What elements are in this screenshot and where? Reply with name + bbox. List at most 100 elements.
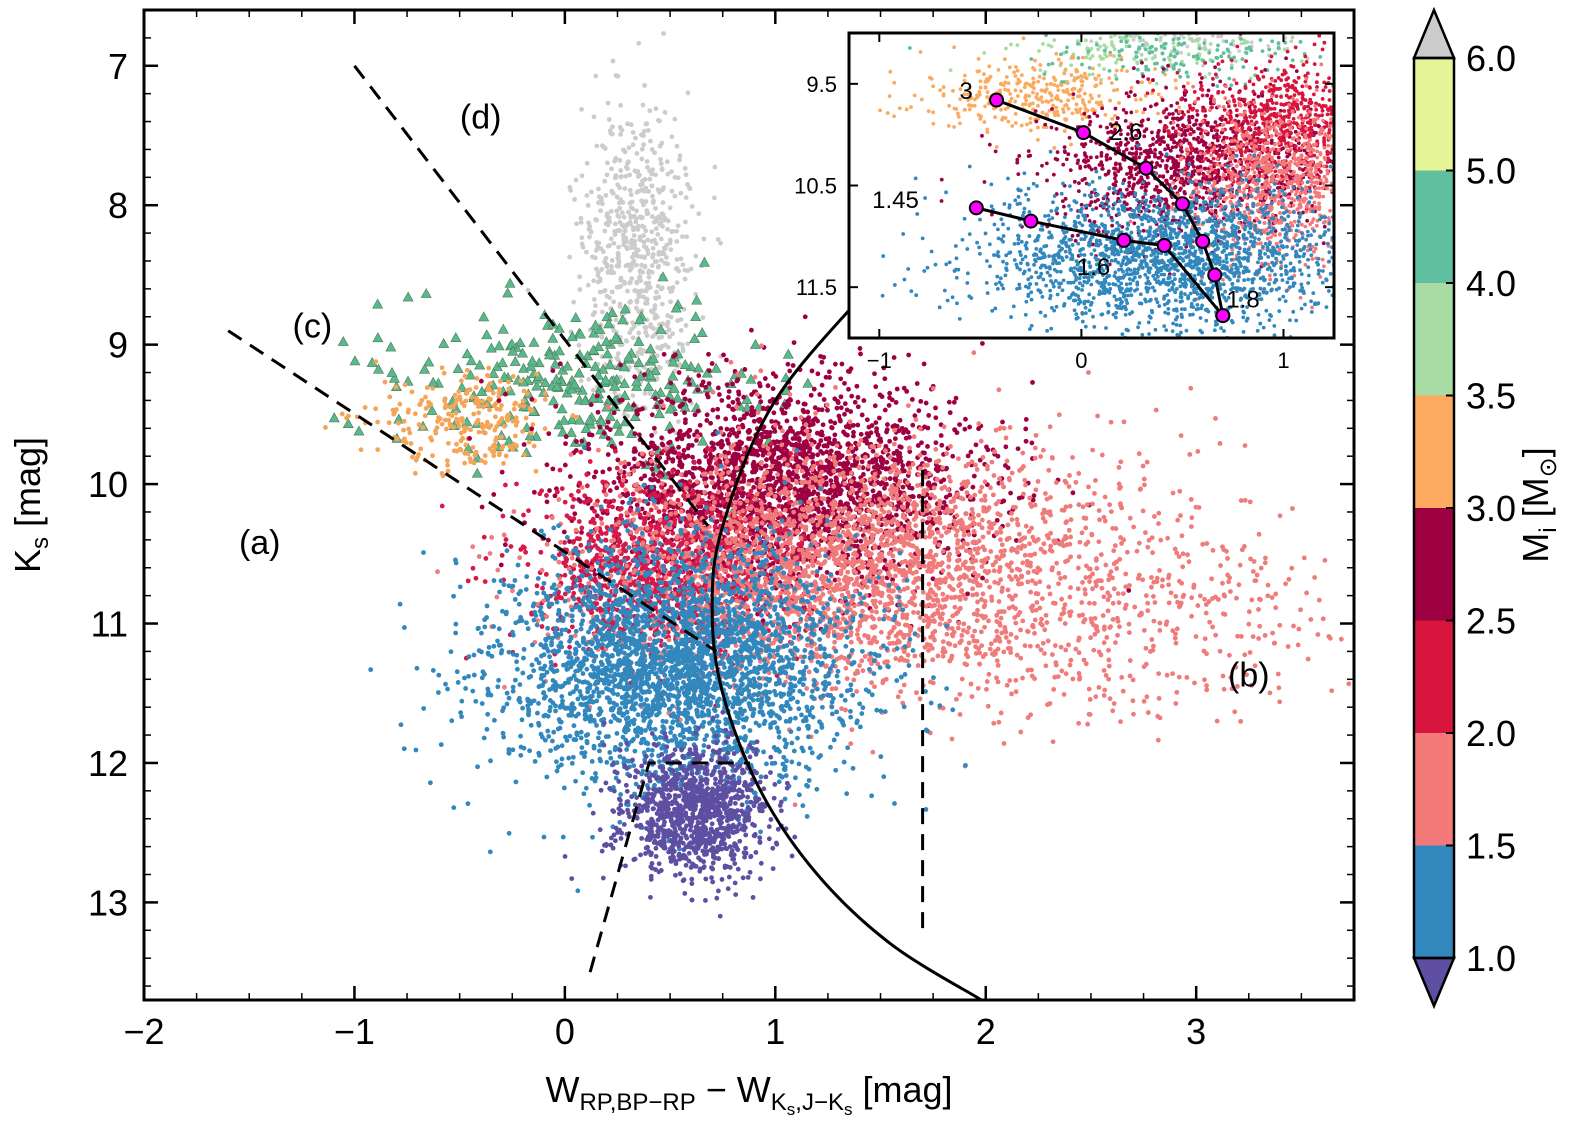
- data-point: [685, 341, 691, 347]
- data-point: [731, 477, 737, 483]
- data-point: [534, 371, 540, 377]
- data-point: [910, 494, 916, 500]
- data-point: [649, 269, 655, 275]
- data-point: [754, 448, 760, 454]
- data-point: [628, 205, 634, 211]
- data-point: [445, 468, 451, 474]
- data-point: [627, 300, 633, 305]
- data-point: [594, 513, 600, 519]
- data-point: [631, 258, 637, 264]
- data-point: [498, 562, 504, 568]
- data-point: [864, 417, 870, 423]
- data-point: [616, 227, 622, 233]
- data-point: [798, 487, 804, 493]
- data-point: [566, 383, 578, 394]
- data-point: [873, 420, 879, 426]
- data-point: [668, 382, 680, 393]
- data-point: [654, 289, 659, 295]
- data-point: [827, 440, 833, 445]
- data-point: [631, 456, 637, 462]
- data-point: [655, 283, 661, 289]
- data-point: [636, 275, 642, 281]
- data-point: [580, 244, 586, 250]
- data-point: [565, 426, 577, 437]
- data-point: [595, 533, 601, 539]
- data-point: [696, 327, 708, 338]
- data-point: [497, 357, 509, 368]
- data-point: [674, 239, 680, 244]
- data-point: [792, 416, 798, 422]
- data-point: [589, 432, 595, 438]
- data-point: [659, 435, 665, 441]
- data-point: [861, 493, 867, 499]
- data-point: [569, 624, 575, 630]
- data-point: [659, 399, 664, 404]
- data-point: [787, 396, 793, 402]
- data-point: [847, 369, 852, 374]
- data-point: [617, 205, 623, 211]
- data-point: [845, 460, 851, 466]
- data-point: [644, 159, 650, 164]
- data-point: [741, 415, 747, 421]
- data-point: [567, 644, 572, 650]
- data-point: [337, 336, 349, 346]
- data-point: [758, 399, 764, 405]
- data-point: [749, 412, 754, 418]
- data-point: [655, 187, 661, 193]
- data-point: [681, 448, 687, 453]
- data-point: [594, 240, 599, 245]
- data-point: [730, 407, 736, 412]
- data-point: [402, 436, 407, 442]
- data-point: [680, 390, 686, 396]
- data-point: [604, 410, 616, 421]
- data-point: [669, 399, 675, 405]
- data-point: [704, 418, 710, 423]
- data-point: [636, 330, 642, 336]
- data-point: [634, 314, 646, 325]
- data-point: [658, 257, 664, 263]
- data-point: [641, 520, 647, 526]
- data-point: [882, 407, 888, 413]
- data-point: [679, 436, 685, 442]
- data-point: [611, 498, 617, 504]
- data-point: [633, 357, 645, 368]
- data-point: [658, 286, 664, 292]
- data-point: [670, 302, 682, 313]
- data-point: [467, 387, 473, 393]
- data-point: [518, 547, 524, 552]
- data-point: [447, 422, 453, 428]
- data-point: [596, 186, 601, 192]
- data-point: [611, 418, 623, 429]
- data-point: [649, 147, 655, 152]
- data-point: [485, 342, 497, 353]
- data-point: [609, 258, 615, 263]
- data-point: [642, 324, 648, 330]
- data-point: [544, 493, 549, 498]
- data-point: [889, 397, 895, 403]
- data-point: [827, 487, 833, 493]
- data-point: [668, 247, 674, 253]
- data-point: [550, 368, 556, 374]
- data-point: [685, 90, 691, 96]
- data-point: [706, 351, 711, 357]
- data-point: [614, 263, 620, 269]
- data-point: [872, 403, 878, 409]
- data-point: [524, 391, 530, 396]
- data-point: [677, 157, 682, 163]
- data-point: [631, 402, 637, 408]
- data-point: [851, 603, 857, 609]
- data-point: [662, 110, 668, 115]
- data-point: [842, 401, 848, 407]
- data-point: [726, 389, 732, 394]
- data-point: [513, 443, 519, 448]
- data-point: [944, 465, 950, 471]
- data-point: [751, 464, 756, 470]
- data-point: [912, 413, 918, 419]
- data-point: [574, 221, 579, 227]
- data-point: [763, 434, 769, 440]
- data-point: [549, 358, 561, 369]
- data-point: [382, 379, 388, 385]
- data-point: [618, 168, 624, 173]
- data-point: [512, 401, 518, 407]
- data-point: [892, 436, 898, 442]
